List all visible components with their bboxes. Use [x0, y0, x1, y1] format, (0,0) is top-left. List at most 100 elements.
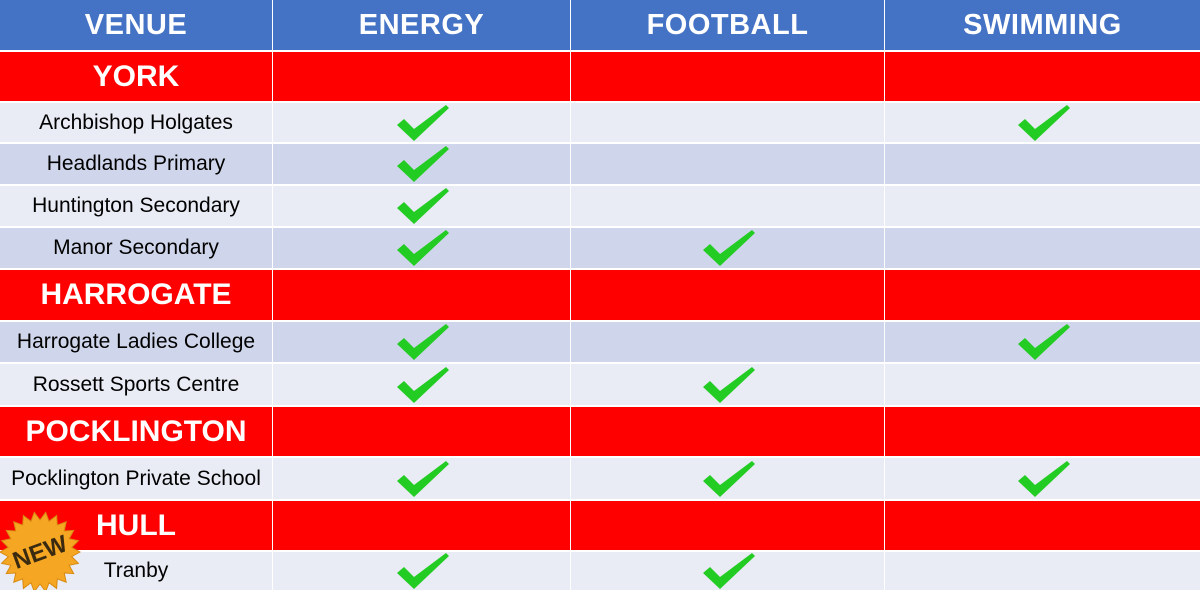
check-icon [1017, 460, 1070, 497]
check-icon-wrap [394, 459, 450, 499]
check-icon-wrap [700, 228, 756, 268]
venue-swimming-cell [884, 186, 1200, 226]
venue-name: Harrogate Ladies College [16, 330, 256, 353]
region-empty-cell [272, 407, 570, 456]
venue-name-cell: Manor Secondary [0, 228, 272, 268]
region-empty-cell [272, 52, 570, 101]
venue-football-cell [570, 144, 884, 184]
region-row-york: YORK [0, 50, 1200, 101]
venue-energy-cell [272, 228, 570, 268]
check-icon-wrap [700, 459, 756, 499]
check-icon [702, 230, 755, 266]
check-icon [702, 460, 755, 497]
check-icon [396, 230, 449, 266]
venue-energy-cell [272, 552, 570, 590]
venue-energy-cell [272, 144, 570, 184]
venue-swimming-cell [884, 144, 1200, 184]
check-icon-wrap [394, 551, 450, 591]
venue-name-cell: Tranby [0, 552, 272, 590]
venue-swimming-cell [884, 228, 1200, 268]
check-icon-wrap [394, 228, 450, 268]
check-icon-wrap [394, 186, 450, 226]
venue-swimming-cell [884, 458, 1200, 499]
check-icon [1017, 104, 1070, 141]
venue-name-cell: Archbishop Holgates [0, 103, 272, 142]
check-icon-wrap [394, 103, 450, 143]
venue-football-cell [570, 228, 884, 268]
region-row-harrogate: HARROGATE [0, 268, 1200, 320]
check-icon [396, 104, 449, 141]
check-icon-wrap [1015, 103, 1071, 143]
venue-name: Rossett Sports Centre [32, 372, 240, 396]
starburst-badge-icon: NEW [0, 511, 82, 593]
venue-name: Pocklington Private School [11, 466, 261, 490]
venue-football-cell [570, 103, 884, 142]
check-icon-wrap [1015, 459, 1071, 499]
venue-name: Huntington Secondary [32, 194, 240, 217]
region-cell: HARROGATE [0, 270, 272, 320]
region-empty-cell [884, 52, 1200, 101]
venue-energy-cell [272, 103, 570, 142]
header-swimming-label: SWIMMING [963, 8, 1122, 41]
check-icon [396, 366, 449, 403]
table-row: Manor Secondary [0, 226, 1200, 268]
venue-swimming-cell [884, 322, 1200, 362]
check-icon [1017, 324, 1070, 360]
new-badge: NEW [0, 508, 88, 593]
region-label: YORK [92, 59, 180, 93]
region-empty-cell [570, 52, 884, 101]
venue-football-cell [570, 458, 884, 499]
venue-football-cell [570, 552, 884, 590]
header-energy-label: ENERGY [358, 8, 485, 41]
header-football-label: FOOTBALL [646, 8, 809, 41]
venue-swimming-cell [884, 103, 1200, 142]
region-empty-cell [272, 270, 570, 320]
venue-name: Tranby [103, 559, 169, 582]
region-empty-cell [570, 270, 884, 320]
venue-energy-cell [272, 458, 570, 499]
venue-football-cell [570, 322, 884, 362]
check-icon-wrap [1015, 322, 1071, 362]
check-icon-wrap [394, 365, 450, 405]
region-label: HARROGATE [40, 278, 232, 311]
region-cell: POCKLINGTON [0, 407, 272, 456]
check-icon [702, 553, 755, 589]
check-icon-wrap [700, 365, 756, 405]
check-icon-wrap [394, 144, 450, 184]
venue-energy-cell [272, 364, 570, 405]
venue-name: Manor Secondary [53, 236, 219, 259]
venue-energy-cell [272, 186, 570, 226]
table-row: Archbishop Holgates [0, 101, 1200, 142]
check-icon [396, 188, 449, 224]
table-row: Pocklington Private School [0, 456, 1200, 499]
region-empty-cell [570, 407, 884, 456]
check-icon [396, 460, 449, 497]
check-icon [702, 366, 755, 403]
region-row-hull: HULL [0, 499, 1200, 550]
check-icon [396, 553, 449, 589]
venue-name-cell: Harrogate Ladies College [0, 322, 272, 362]
table-row: Headlands Primary [0, 142, 1200, 184]
table-row: Huntington Secondary [0, 184, 1200, 226]
region-label: HULL [96, 508, 176, 542]
header-football: FOOTBALL [570, 0, 884, 50]
table-header-row: VENUE ENERGY FOOTBALL SWIMMING [0, 0, 1200, 50]
region-cell: YORK [0, 52, 272, 101]
header-venue-label: VENUE [84, 8, 188, 41]
header-swimming: SWIMMING [884, 0, 1200, 50]
region-empty-cell [884, 270, 1200, 320]
region-empty-cell [884, 407, 1200, 456]
header-venue: VENUE [0, 0, 272, 50]
venue-name: Headlands Primary [46, 152, 226, 175]
venue-swimming-cell [884, 364, 1200, 405]
venue-football-cell [570, 186, 884, 226]
check-icon [396, 324, 449, 360]
venue-football-cell [570, 364, 884, 405]
region-cell: HULL [0, 501, 272, 550]
table-row: Rossett Sports Centre [0, 362, 1200, 405]
venue-swimming-cell [884, 552, 1200, 590]
venue-name: Archbishop Holgates [39, 110, 233, 134]
region-row-pocklington: POCKLINGTON [0, 405, 1200, 456]
check-icon [396, 146, 449, 182]
